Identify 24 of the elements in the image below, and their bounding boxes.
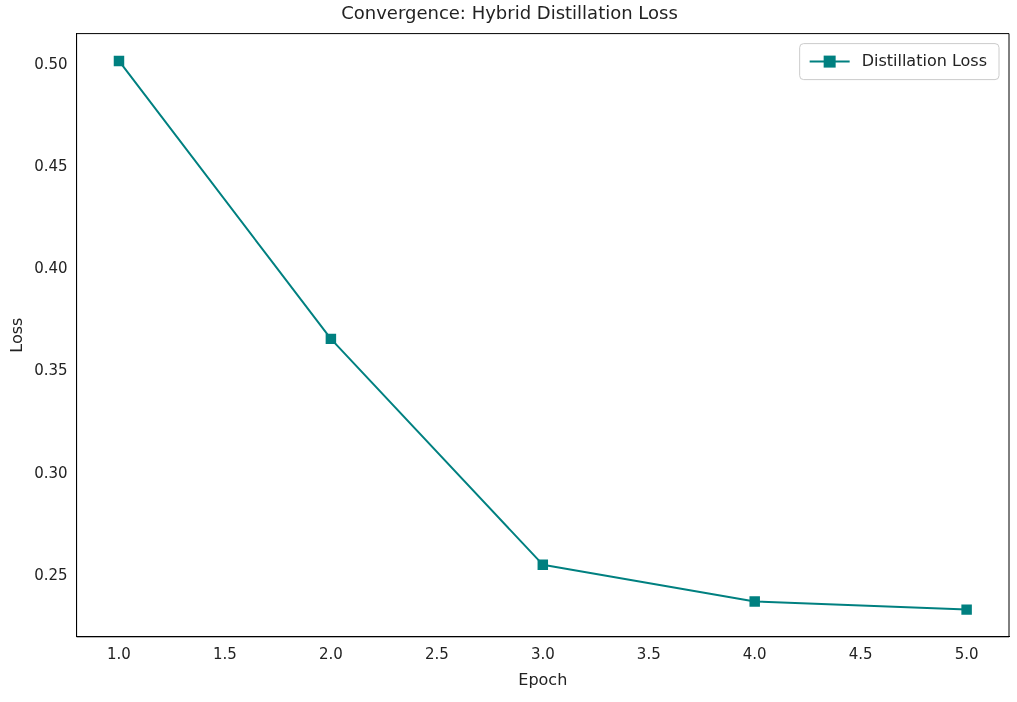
x-tick-label: 2.5 [424,644,449,663]
y-tick-label: 0.25 [34,565,68,584]
chart-title: Convergence: Hybrid Distillation Loss [341,2,678,24]
x-tick-label: 4.5 [848,644,873,663]
y-axis-title: Loss [6,317,26,353]
x-tick-label: 3.0 [530,644,555,663]
point [537,559,549,570]
y-tick-label: 0.35 [34,361,68,380]
point [325,333,337,345]
y-tick-label: 0.45 [34,157,68,176]
x-axis-title: Epoch [518,669,568,689]
y-tick-label: 0.30 [34,463,68,482]
x-tick-label: 4.0 [742,644,767,663]
point [113,55,125,67]
point [961,604,972,615]
legend-label: Distillation Loss [861,50,987,70]
x-tick-label: 3.5 [636,644,661,663]
x-tick-label: 1.0 [107,644,131,663]
point [749,596,760,607]
y-tick-label: 0.40 [34,259,68,278]
x-tick-label: 2.0 [318,644,343,663]
x-tick-label: 1.5 [213,644,237,663]
x-tick-label: 5.0 [954,644,979,663]
y-tick-label: 0.50 [34,54,68,73]
